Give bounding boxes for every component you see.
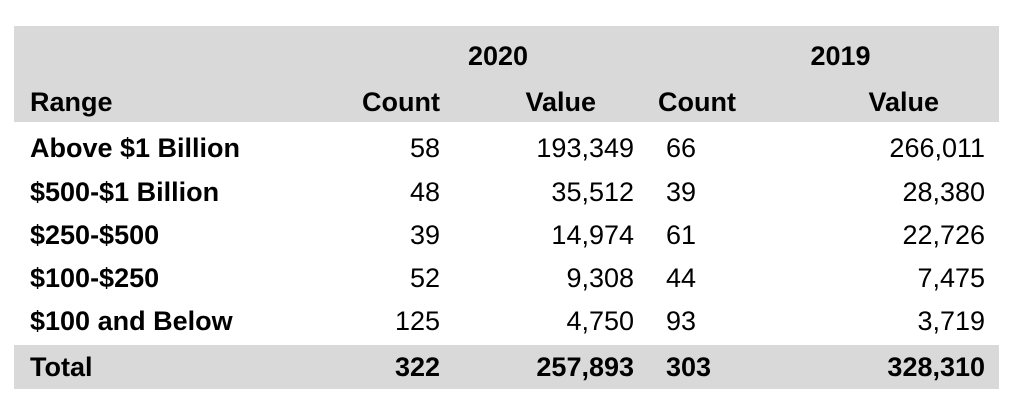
table-row: $100 and Below 125 4,750 93 3,719 (14, 300, 999, 344)
range-cell: $100-$250 (30, 263, 160, 293)
value-2019-cell: 28,380 (902, 177, 986, 207)
value-2019-cell: 266,011 (889, 133, 986, 163)
count-2020-column-header: Count (362, 87, 440, 117)
count-2019-column-header: Count (658, 87, 736, 117)
total-value-2019-cell: 328,310 (752, 343, 1000, 389)
count-2019-cell: 44 (666, 263, 697, 293)
count-2020-cell: 39 (409, 220, 440, 250)
table-row: $500-$1 Billion 48 35,512 39 28,380 (14, 171, 999, 214)
value-2019-column-header: Value (868, 87, 940, 117)
value-2020-cell: 4,750 (566, 306, 635, 336)
table-row: $250-$500 39 14,974 61 22,726 (14, 214, 999, 257)
range-cell: $500-$1 Billion (30, 177, 220, 207)
total-label-cell: Total (14, 343, 314, 389)
count-2019-cell: 39 (666, 177, 697, 207)
table-container: 2020 2019 Range Count Value Count Value … (14, 26, 1000, 389)
count-2020-cell: 48 (409, 177, 440, 207)
value-2019-cell: 22,726 (902, 220, 986, 250)
count-2020-cell: 58 (409, 133, 440, 163)
total-count-2019-cell: 303 (642, 343, 753, 389)
year-2020-header: 2020 (467, 41, 529, 71)
value-2020-cell: 9,308 (566, 263, 635, 293)
value-2020-column-header: Value (525, 87, 597, 117)
total-count-2020-cell: 322 (314, 343, 442, 389)
range-cell: Above $1 Billion (30, 133, 241, 163)
empty-header-cell (14, 26, 314, 74)
value-2019-cell: 3,719 (917, 306, 986, 336)
range-summary-table: 2020 2019 Range Count Value Count Value … (14, 26, 1000, 389)
year-header-row: 2020 2019 (14, 26, 1000, 74)
table-row: $100-$250 52 9,308 44 7,475 (14, 257, 999, 300)
total-value-2020-cell: 257,893 (442, 343, 643, 389)
count-2020-cell: 125 (394, 306, 440, 336)
range-column-header: Range (30, 87, 113, 117)
table-row: Above $1 Billion 58 193,349 66 266,011 (14, 122, 999, 171)
total-row: Total 322 257,893 303 328,310 (14, 343, 1000, 389)
value-2020-cell: 193,349 (536, 133, 635, 163)
value-2020-cell: 35,512 (551, 177, 635, 207)
year-2019-header: 2019 (810, 41, 871, 71)
count-2019-cell: 61 (666, 220, 697, 250)
column-header-row: Range Count Value Count Value (14, 74, 1000, 122)
count-2020-cell: 52 (409, 263, 440, 293)
count-2019-cell: 93 (666, 306, 697, 336)
range-cell: $100 and Below (30, 306, 233, 336)
count-2019-cell: 66 (666, 133, 697, 163)
range-cell: $250-$500 (30, 220, 160, 250)
value-2020-cell: 14,974 (551, 220, 635, 250)
value-2019-cell: 7,475 (917, 263, 986, 293)
